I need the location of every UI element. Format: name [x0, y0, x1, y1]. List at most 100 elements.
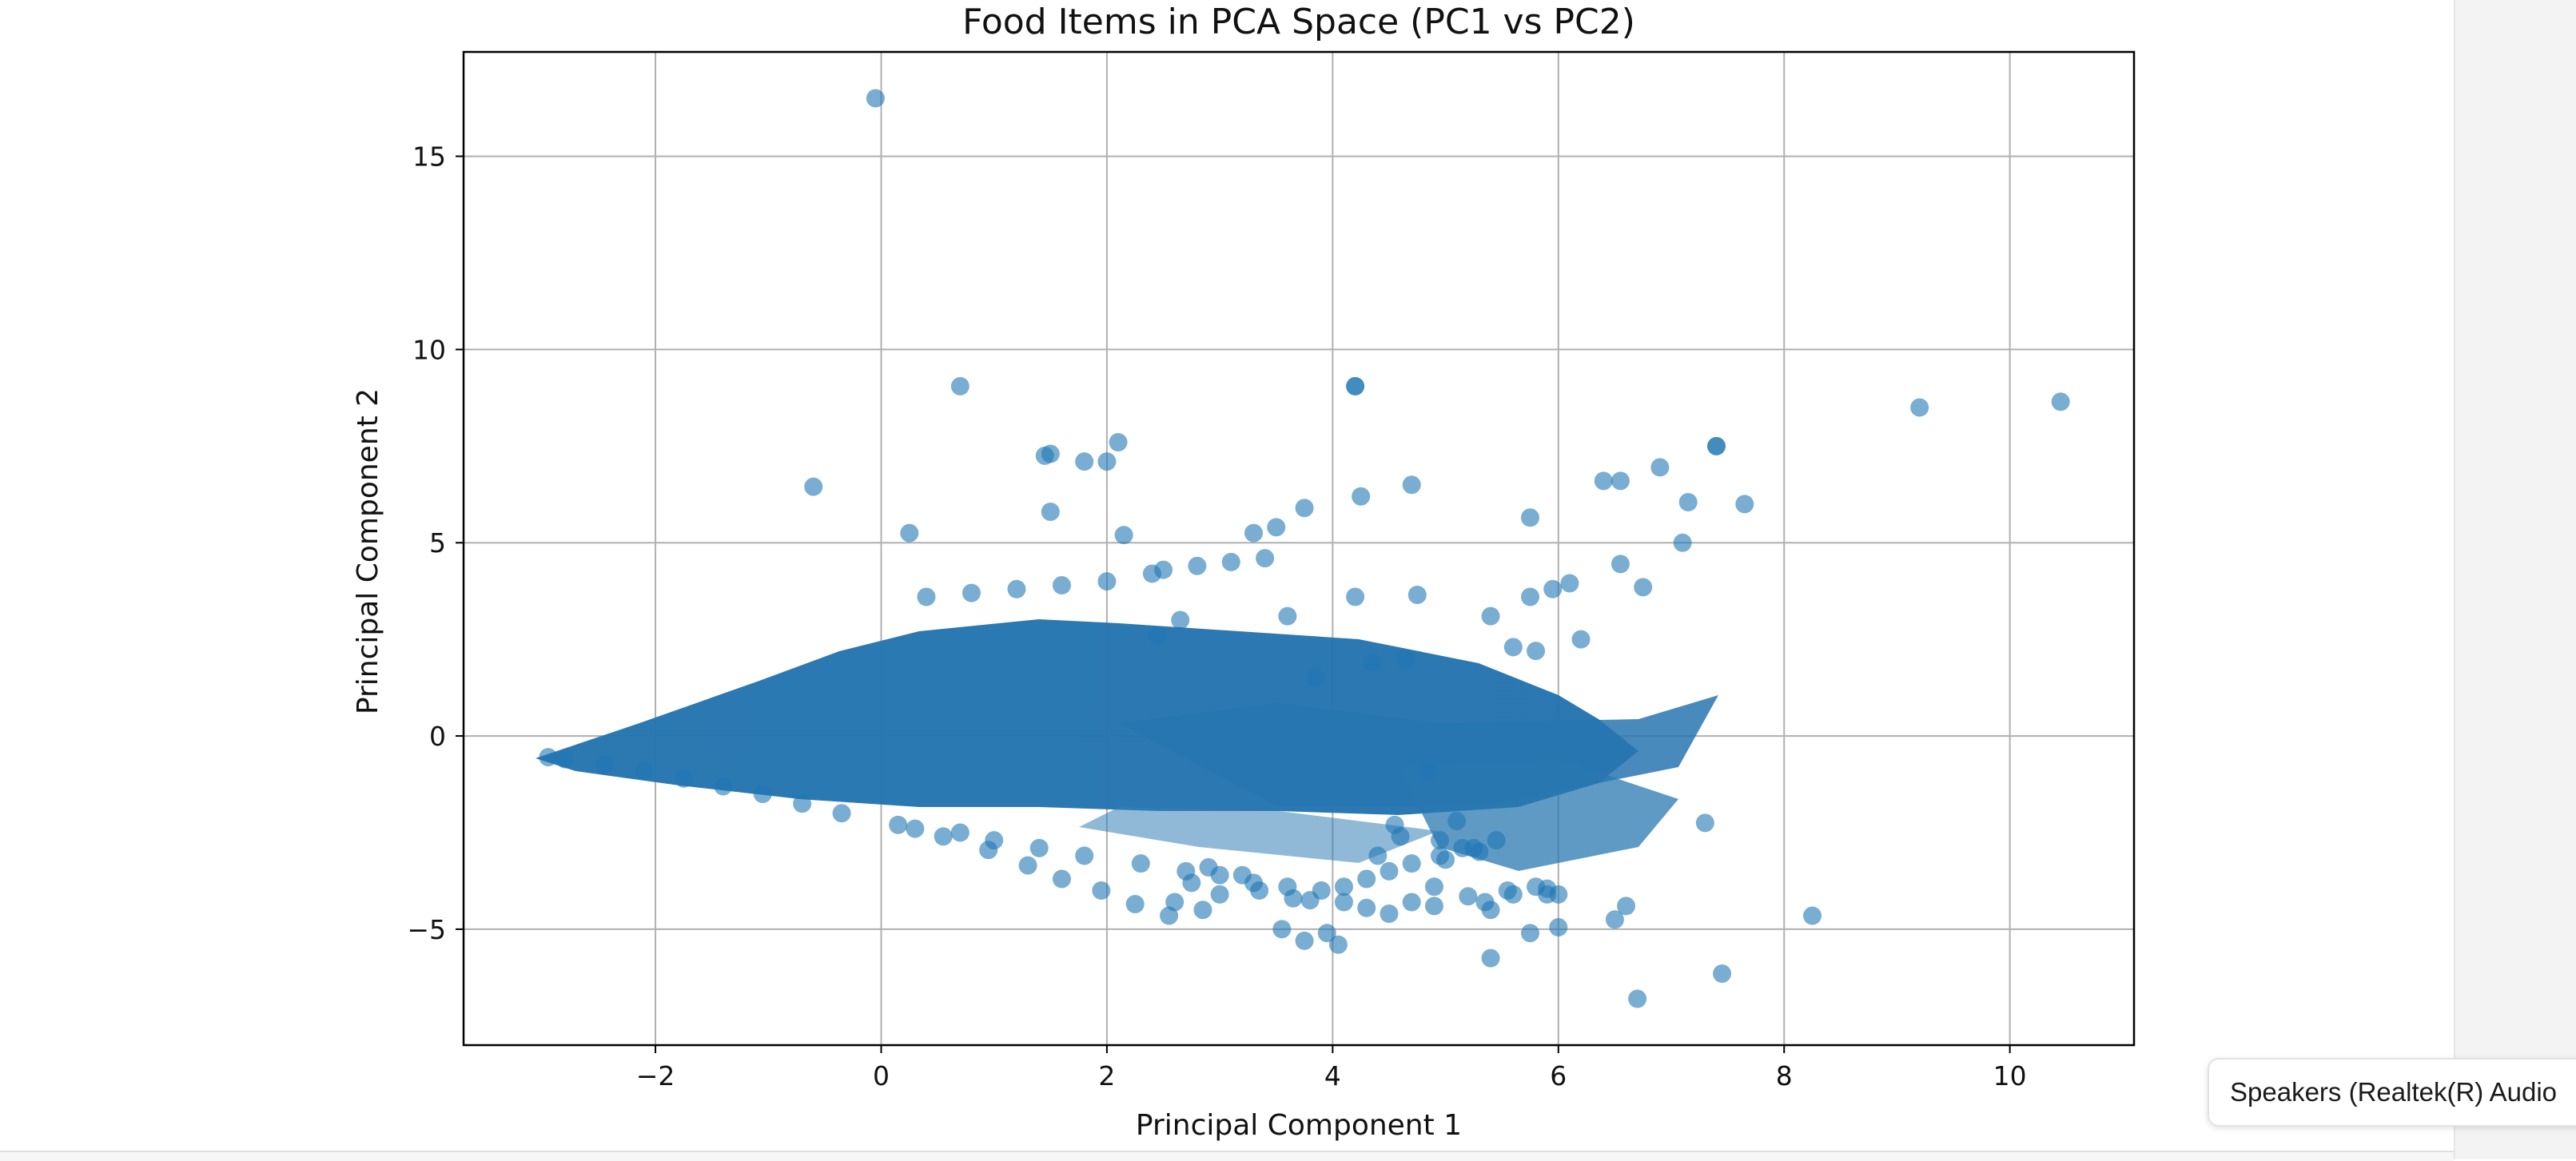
x-axis-label: Principal Component 1	[1136, 1109, 1462, 1142]
scatter-point	[1317, 924, 1336, 943]
scatter-point	[1707, 436, 1726, 455]
scatter-point	[1678, 492, 1698, 511]
scatter-point	[1380, 905, 1399, 924]
bottom-scrollbar-strip	[0, 1151, 2454, 1161]
scatter-point	[1210, 865, 1229, 885]
scatter-point	[1165, 893, 1184, 912]
scatter-point	[1803, 906, 1822, 925]
scatter-point	[1018, 856, 1037, 875]
scatter-point	[1029, 838, 1049, 857]
scatter-point	[1244, 873, 1264, 893]
scatter-point	[1278, 606, 1297, 626]
scatter-point	[1402, 893, 1421, 912]
scatter-point	[1177, 861, 1196, 881]
scatter-point	[555, 749, 575, 769]
scatter-point	[1520, 924, 1539, 943]
scatter-point	[1114, 526, 1133, 545]
scatter-point	[906, 819, 925, 838]
scatter-point	[793, 794, 812, 813]
scatter-point	[1527, 642, 1546, 661]
audio-device-tooltip-text: Speakers (Realtek(R) Audio	[2230, 1077, 2558, 1107]
scatter-point	[1453, 838, 1472, 857]
scatter-point	[635, 761, 654, 781]
scatter-point	[1171, 610, 1190, 630]
scatter-point	[1520, 587, 1539, 606]
x-axis: −2 0 2 4 6 8 10	[636, 1045, 2027, 1091]
y-tick-label: 10	[412, 334, 446, 365]
y-tick-label: 0	[429, 721, 446, 752]
scatter-point	[1673, 533, 1692, 552]
scatter-point	[1346, 587, 1365, 606]
scatter-point	[1278, 877, 1297, 897]
scatter-point	[2051, 392, 2070, 412]
scatter-point	[950, 823, 969, 842]
scatter-point	[1713, 964, 1732, 984]
scatter-point	[1481, 606, 1500, 626]
scatter-point	[1431, 831, 1450, 850]
scatter-point	[1041, 503, 1060, 522]
scatter-chart: −2 0 2 4 6 8 10 −5 0 5 10 15 Food Items in PCA Spa…	[352, 2, 2136, 1142]
scatter-point	[1549, 885, 1568, 904]
scatter-point	[889, 815, 908, 834]
scatter-point	[1368, 846, 1388, 865]
scatter-point	[1481, 948, 1500, 968]
scatter-point	[1549, 917, 1568, 936]
scatter-point	[1910, 398, 1929, 417]
x-tick-label: 2	[1098, 1060, 1115, 1091]
scatter-point	[1357, 898, 1376, 917]
scatter-point	[1470, 842, 1489, 861]
scatter-point	[1396, 649, 1415, 668]
scatter-point	[1346, 376, 1365, 396]
scatter-point	[1306, 669, 1325, 688]
scatter-point	[1244, 523, 1264, 543]
x-tick-label: 6	[1550, 1060, 1567, 1091]
scatter-point	[1075, 452, 1094, 471]
scatter-point	[1695, 813, 1714, 833]
axes-frame	[462, 50, 2136, 1047]
chart-title: Food Items in PCA Space (PC1 vs PC2)	[962, 2, 1635, 42]
scatter-point	[1125, 894, 1145, 913]
scatter-point	[950, 376, 969, 396]
scatter-point	[1419, 761, 1438, 781]
scatter-point	[1503, 638, 1523, 657]
y-tick-label: 5	[429, 527, 446, 559]
scatter-point	[1075, 846, 1094, 865]
scatter-point	[1380, 861, 1399, 881]
scatter-point	[1295, 499, 1314, 518]
scatter-point	[1402, 854, 1421, 873]
x-tick-label: 8	[1776, 1060, 1793, 1091]
scatter-point	[1007, 579, 1026, 598]
scatter-point	[595, 755, 615, 774]
scatter-point	[1334, 877, 1353, 897]
scatter-point	[1092, 881, 1111, 901]
scatter-point	[539, 748, 558, 767]
scatter-point	[866, 89, 885, 108]
scatter-point	[934, 827, 953, 846]
audio-device-tooltip: Speakers (Realtek(R) Audio	[2208, 1058, 2576, 1127]
scatter-point	[1052, 869, 1071, 889]
scatter-point	[1193, 901, 1212, 920]
scatter-point	[1188, 556, 1207, 575]
side-panel	[2454, 0, 2576, 1159]
x-tick-label: −2	[636, 1060, 675, 1091]
scatter-point	[1447, 811, 1467, 830]
scatter-point	[714, 777, 733, 796]
scatter-point	[674, 769, 693, 788]
scatter-point	[1628, 989, 1647, 1008]
scatter-point	[1097, 452, 1117, 471]
scatter-point	[1571, 630, 1591, 649]
scatter-point	[1424, 897, 1443, 916]
scatter-point	[1560, 574, 1579, 593]
x-tick-label: 0	[873, 1060, 890, 1091]
scatter-point	[1610, 555, 1630, 574]
scatter-point	[1481, 901, 1500, 920]
scatter-point	[1498, 881, 1517, 901]
scatter-point	[804, 477, 823, 496]
scatter-point	[1634, 578, 1653, 597]
scatter-point	[1735, 495, 1754, 514]
scatter-point	[1148, 626, 1167, 645]
scatter-point	[962, 583, 981, 602]
scatter-point	[1543, 579, 1563, 598]
scatter-point	[1210, 885, 1229, 904]
scatter-point	[1610, 471, 1630, 491]
